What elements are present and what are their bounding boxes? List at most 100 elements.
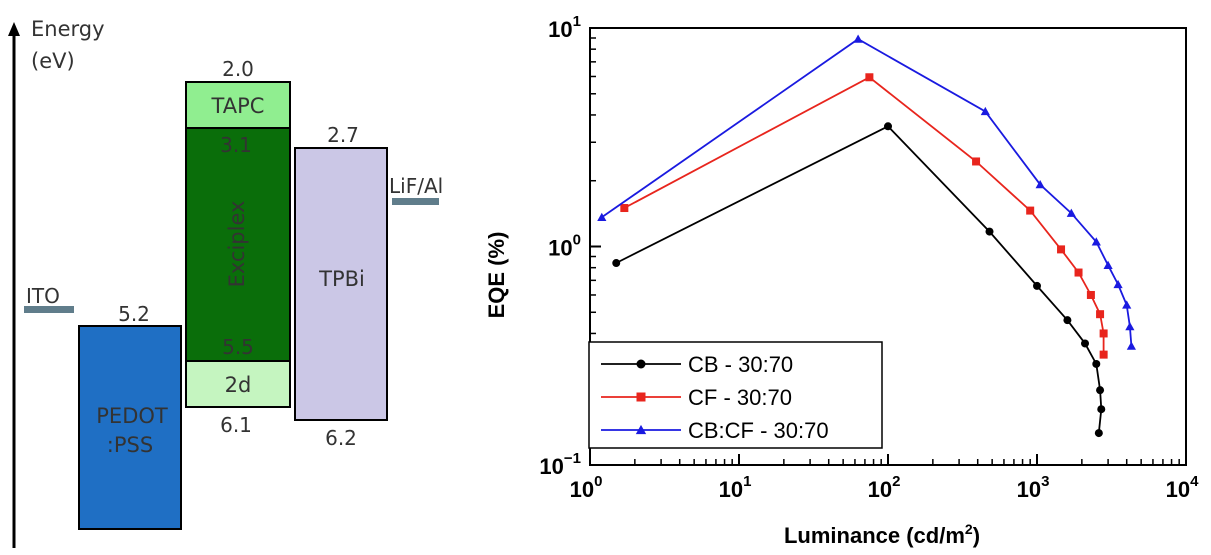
data-point — [1097, 405, 1106, 414]
data-point — [972, 157, 981, 166]
energy-diagram: Energy (eV) ITO LiF/Al 5.2 PEDOT :PSS 2.… — [8, 17, 443, 548]
legend-marker — [636, 392, 646, 402]
data-point — [1033, 281, 1041, 290]
y-tick-label: 101 — [548, 13, 581, 42]
data-point — [853, 34, 863, 43]
lifal-label: LiF/Al — [389, 174, 443, 198]
legend-label: CF - 30:70 — [688, 385, 792, 410]
data-point — [865, 73, 874, 82]
y-tick-exponent: −1 — [564, 450, 581, 467]
x-axis-label-close: ) — [973, 523, 980, 548]
lifal-electrode-bar — [392, 198, 439, 205]
y-tick-base: 10 — [539, 454, 563, 479]
tapc-top-level-label: 2.0 — [222, 57, 254, 81]
data-point — [1066, 208, 1076, 217]
legend-marker — [636, 359, 646, 369]
exciplex-label: Exciplex — [225, 201, 249, 288]
data-point — [620, 204, 629, 213]
x-tick-label: 103 — [1017, 473, 1050, 502]
energy-axis-title-line1: Energy — [31, 17, 105, 41]
legend-entry-2: CF - 30:70 — [601, 385, 792, 410]
x-tick-label: 102 — [868, 473, 901, 502]
x-axis-label: Luminance (cd/m2) — [784, 521, 980, 548]
pedot-pss-layer — [78, 325, 182, 530]
series-layer — [597, 34, 1136, 438]
legend: CB - 30:70 CF - 30:70 CB:CF - 30:70 — [588, 341, 883, 449]
series-line — [601, 38, 1133, 347]
legend-entry-3: CB:CF - 30:70 — [601, 418, 829, 443]
data-point — [1081, 339, 1090, 348]
tpbi-bottom-level-label: 6.2 — [325, 426, 357, 450]
y-tick-exponent: 1 — [573, 13, 581, 30]
y-tick-label: 100 — [548, 232, 581, 261]
pedot-top-level-label: 5.2 — [118, 302, 150, 326]
legend-entry-1: CB - 30:70 — [601, 352, 793, 377]
layer-2d-label: 2d — [225, 373, 252, 397]
data-point — [1091, 237, 1101, 246]
data-point — [1113, 279, 1123, 289]
data-point — [1035, 179, 1045, 189]
x-tick-base: 10 — [868, 477, 892, 502]
data-point — [884, 122, 892, 131]
energy-axis-arrowhead — [8, 22, 20, 36]
series-line — [615, 125, 1103, 434]
data-point — [1057, 245, 1066, 254]
data-point — [597, 212, 607, 222]
data-point — [612, 259, 621, 268]
data-point — [1086, 290, 1095, 299]
x-tick-label: 101 — [719, 473, 752, 502]
x-axis-label-main: Luminance (cd/m — [784, 523, 965, 548]
y-tick-base: 10 — [548, 236, 572, 261]
x-tick-base: 10 — [1017, 477, 1041, 502]
data-point — [980, 106, 990, 116]
x-tick-label: 100 — [570, 473, 603, 502]
legend-marker — [635, 424, 647, 435]
data-point — [1125, 321, 1135, 331]
exciplex-layer — [185, 127, 291, 362]
y-tick-base: 10 — [548, 17, 572, 42]
data-point — [1092, 359, 1101, 368]
layer-2d — [185, 360, 291, 408]
y-axis-label: EQE (%) — [484, 232, 509, 319]
exciplex-top-level-label: 3.1 — [220, 133, 252, 157]
x-tick-exponent: 1 — [743, 473, 751, 490]
x-tick-exponent: 0 — [594, 473, 602, 490]
data-point — [1122, 300, 1132, 309]
y-tick-exponent: 0 — [573, 232, 581, 249]
pedot-label-line2: :PSS — [107, 433, 153, 457]
data-point — [1099, 329, 1108, 338]
series-3 — [597, 34, 1136, 350]
tpbi-label: TPBi — [318, 267, 365, 291]
data-point — [1126, 341, 1136, 350]
data-point — [1099, 350, 1108, 359]
data-point — [1096, 310, 1105, 319]
data-point — [1063, 316, 1072, 325]
legend-label: CB - 30:70 — [688, 352, 793, 377]
x-tick-exponent: 4 — [1190, 473, 1199, 490]
series-line — [623, 76, 1105, 355]
x-axis-label-superscript: 2 — [965, 521, 973, 537]
tpbi-top-level-label: 2.7 — [327, 123, 359, 147]
ito-label: ITO — [26, 284, 60, 308]
legend-label: CB:CF - 30:70 — [688, 418, 829, 443]
x-tick-exponent: 2 — [892, 473, 900, 490]
x-tick-base: 10 — [570, 477, 594, 502]
series-2 — [620, 73, 1108, 359]
x-tick-exponent: 3 — [1041, 473, 1049, 490]
data-point — [1103, 260, 1113, 270]
exciplex-bottom-level-label: 5.5 — [222, 335, 254, 359]
data-point — [1026, 206, 1035, 215]
ito-electrode-bar — [24, 306, 74, 313]
x-tick-base: 10 — [1166, 477, 1190, 502]
tapc-label: TAPC — [211, 94, 265, 118]
x-tick-label: 104 — [1166, 473, 1199, 502]
data-point — [1074, 268, 1083, 277]
data-point — [1094, 429, 1103, 438]
x-tick-base: 10 — [719, 477, 743, 502]
y-tick-label: 10−1 — [539, 450, 581, 479]
series-1 — [612, 122, 1106, 438]
layer-2d-bottom-level-label: 6.1 — [220, 413, 252, 437]
